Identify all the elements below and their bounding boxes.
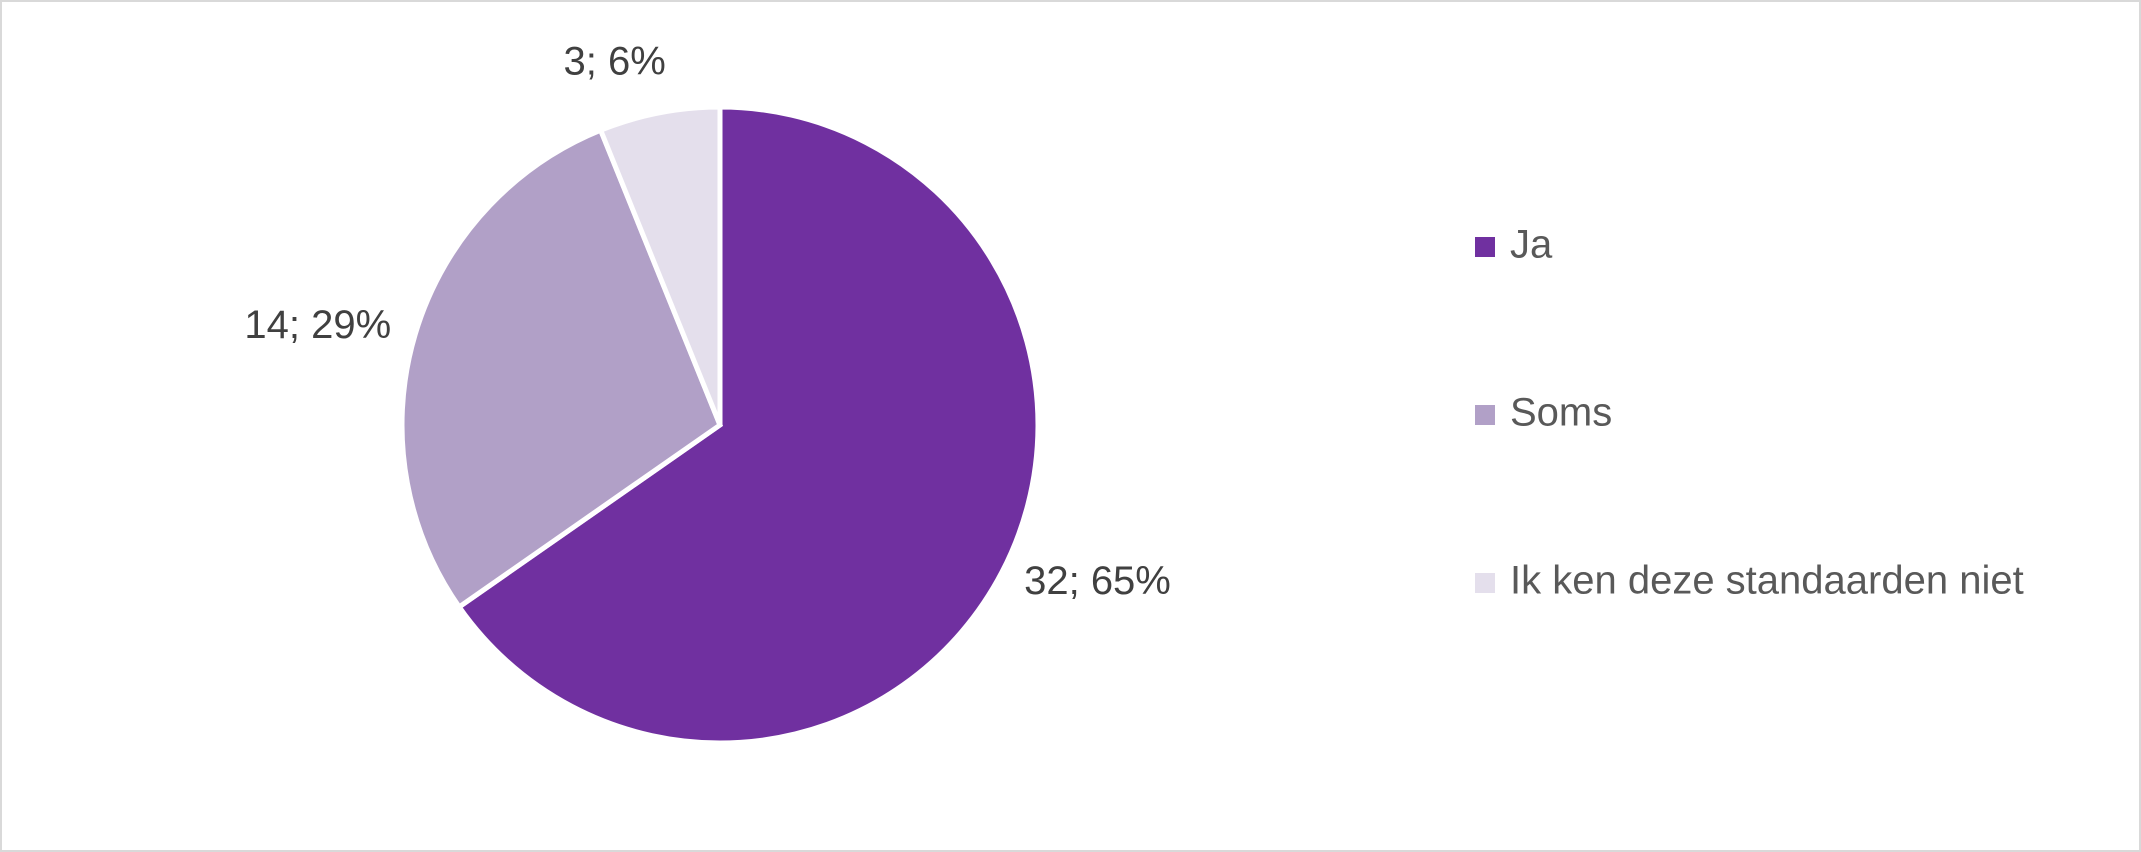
legend-swatch [1475, 405, 1495, 425]
pie-slice [455, 104, 1041, 746]
pie-slice [597, 104, 723, 426]
pie-slice [399, 126, 724, 611]
data-label: 32; 65% [1024, 559, 1171, 603]
legend-label: Ik ken deze standaarden niet [1510, 559, 2024, 603]
legend-label: Ja [1510, 223, 1553, 267]
legend-label: Soms [1510, 391, 1612, 435]
data-label: 3; 6% [564, 39, 666, 83]
legend-swatch [1475, 237, 1495, 257]
data-label: 14; 29% [244, 303, 391, 347]
legend-swatch [1475, 573, 1495, 593]
